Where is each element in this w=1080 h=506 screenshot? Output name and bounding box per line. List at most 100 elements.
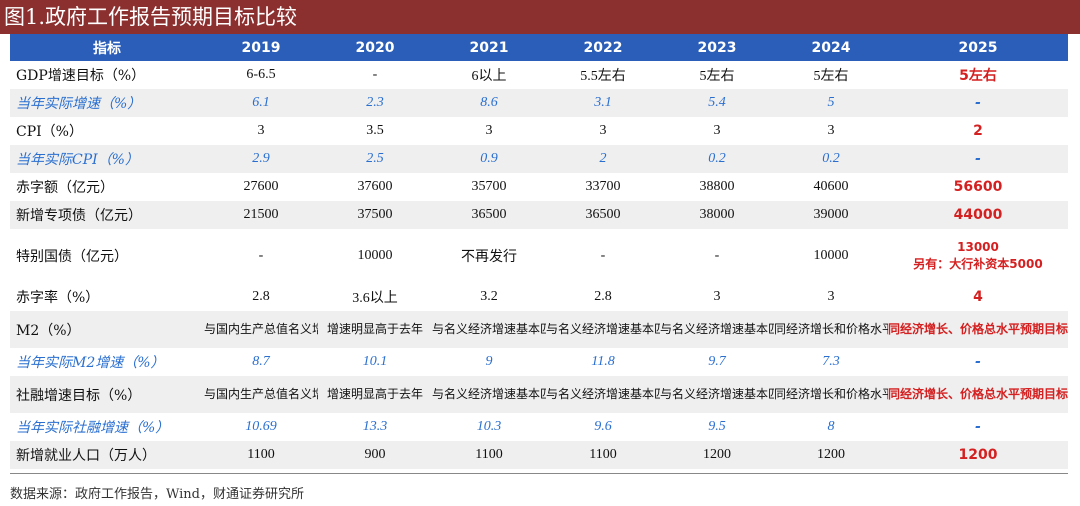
row-label: GDP增速目标（%） [16,68,146,84]
cell-2025: - [888,145,1068,173]
cell-2025: 5左右 [959,68,997,84]
cell: 不再发行 [461,250,517,265]
cell: - [258,248,264,263]
cell: 10000 [357,248,393,263]
cell: 38800 [699,179,735,194]
cell: 5左右 [813,69,849,84]
cell: 27600 [243,179,279,194]
row-label: M2（%） [10,311,204,348]
table-row: 赤字额（亿元） 27600 37600 35700 33700 38800 40… [10,173,1068,201]
row-label: 赤字率（%） [16,290,100,306]
header-cell: 2023 [660,34,774,61]
cell: 8 [827,419,835,434]
cell: 9.6 [594,419,612,434]
table-row: M2（%） 与国内生产总值名义增速相匹配 增速明显高于去年 与名义经济增速基本匹… [10,311,1068,348]
cell: 2.3 [318,89,432,117]
cell: 与名义经济增速基本匹配 [546,376,660,413]
cell: 2.8 [252,289,270,304]
row-label: CPI（%） [16,124,83,140]
cell: 37600 [357,179,393,194]
cell: 2.8 [594,289,612,304]
title-bar: 图1.政府工作报告预期目标比较 [0,0,1080,34]
cell: 与国内生产总值名义增速相匹配 [204,311,318,348]
targets-table: 指标 2019 2020 2021 2022 2023 2024 2025 GD… [10,34,1068,469]
header-cell: 2020 [318,34,432,61]
table-row: 新增就业人口（万人） 1100 900 1100 1100 1200 1200 … [10,441,1068,469]
cell: 增速明显高于去年 [318,376,432,413]
cell-2025: - [975,354,981,370]
cell: 3 [827,123,835,138]
cell: 3 [599,123,607,138]
cell: 10.1 [362,354,388,369]
table-row: GDP增速目标（%） 6-6.5 - 6以上 5.5左右 5左右 5左右 5左右 [10,61,1068,89]
cell: 与名义经济增速基本匹配 [432,376,546,413]
cell: 10.3 [476,419,502,434]
row-label: 当年实际社融增速（%） [16,420,170,436]
table-row: 当年实际增速（%） 6.1 2.3 8.6 3.1 5.4 5 - [10,89,1068,117]
cell: 同经济增长和价格水平预期目标相匹配 [774,311,888,348]
header-cell: 2025 [888,34,1068,61]
cell: 同经济增长和价格水平预期目标相匹配 [774,376,888,413]
header-cell: 2019 [204,34,318,61]
cell: 3.2 [480,289,498,304]
cell: 5.4 [660,89,774,117]
cell: 33700 [585,179,621,194]
row-label: 新增就业人口（万人） [10,441,204,469]
cell: 1100 [546,441,660,469]
source-note: 数据来源：政府工作报告，Wind，财通证券研究所 [10,487,304,502]
cell: 9.5 [708,419,726,434]
cell: 与名义经济增速基本匹配 [660,311,774,348]
cell-2025: - [975,419,981,435]
table-row: 当年实际M2增速（%） 8.7 10.1 9 11.8 9.7 7.3 - [10,348,1068,376]
special-bond-value: 13000 [957,240,999,254]
cell: - [714,248,720,263]
cell-2025: 44000 [888,201,1068,229]
cell: 2 [546,145,660,173]
cell: 10.69 [245,419,277,434]
cell: 2.9 [204,145,318,173]
cell: 6以上 [471,69,507,84]
cell: 21500 [204,201,318,229]
cell: 3 [713,123,721,138]
cell: 与名义经济增速基本匹配 [660,376,774,413]
cell: 8.7 [252,354,270,369]
cell: 2.5 [318,145,432,173]
cell: 35700 [471,179,507,194]
table-row: 当年实际社融增速（%） 10.69 13.3 10.3 9.6 9.5 8 - [10,413,1068,441]
cell: 37500 [318,201,432,229]
row-label: 特别国债（亿元） [16,249,128,265]
row-label: 当年实际CPI（%） [10,145,204,173]
cell: 36500 [546,201,660,229]
cell: 1100 [432,441,546,469]
cell: 6.1 [204,89,318,117]
cell: - [600,248,606,263]
table-row: 社融增速目标（%） 与国内生产总值名义增速相匹配 增速明显高于去年 与名义经济增… [10,376,1068,413]
table-row: CPI（%） 3 3.5 3 3 3 3 2 [10,117,1068,145]
cell: 与国内生产总值名义增速相匹配 [204,376,318,413]
header-row: 指标 2019 2020 2021 2022 2023 2024 2025 [10,34,1068,61]
cell: 3 [827,289,835,304]
cell: 8.6 [432,89,546,117]
cell: 增速明显高于去年 [318,311,432,348]
cell: - [372,67,378,82]
cell: 6-6.5 [246,67,276,82]
table-row: 新增专项债（亿元） 21500 37500 36500 36500 38000 … [10,201,1068,229]
cell-2025: - [888,89,1068,117]
cell: 36500 [432,201,546,229]
cell-2025: 2 [973,123,983,139]
cell: 5左右 [699,69,735,84]
cell: 11.8 [591,354,615,369]
header-cell: 指标 [10,34,204,61]
cell: 1100 [204,441,318,469]
cell: 与名义经济增速基本匹配 [546,311,660,348]
row-label: 当年实际增速（%） [10,89,204,117]
cell: 3.5 [366,123,384,138]
cell: 7.3 [822,354,840,369]
cell: 1200 [660,441,774,469]
cell: 0.9 [432,145,546,173]
cell: 38000 [660,201,774,229]
header-cell: 2021 [432,34,546,61]
cell: 40600 [813,179,849,194]
cell-2025: 56600 [953,179,1003,195]
cell: 3 [485,123,493,138]
